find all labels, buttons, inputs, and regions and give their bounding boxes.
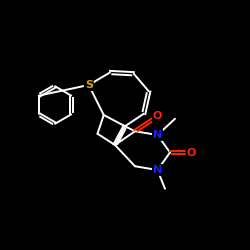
Text: O: O (186, 148, 196, 158)
Text: S: S (85, 80, 93, 90)
Text: N: N (153, 130, 162, 140)
Text: N: N (153, 165, 162, 175)
Text: O: O (153, 111, 162, 121)
